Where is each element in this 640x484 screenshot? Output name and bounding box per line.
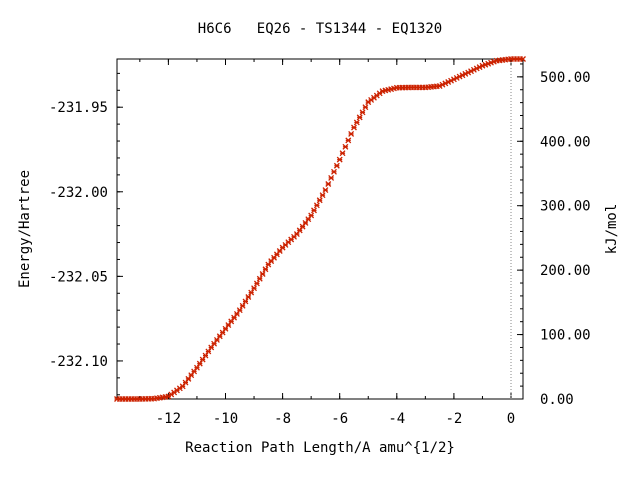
data-point	[345, 137, 352, 144]
data-point	[356, 114, 363, 121]
data-point	[202, 352, 209, 359]
x-tick-label: -8	[274, 411, 291, 427]
data-point	[336, 156, 343, 163]
data-point	[520, 56, 526, 62]
data-point	[328, 174, 335, 181]
data-point	[316, 197, 323, 204]
data-point	[319, 192, 326, 199]
data-point	[351, 124, 357, 131]
data-point	[362, 104, 369, 111]
data-point	[308, 212, 315, 219]
data-point	[342, 143, 349, 150]
data-point	[236, 307, 243, 314]
y2-tick-label: 400.00	[540, 134, 591, 150]
data-point	[311, 207, 317, 214]
data-point	[259, 271, 266, 277]
y-tick-label: -231.95	[49, 100, 108, 116]
y-axis-label: Energy/Hartree	[17, 170, 33, 288]
x-tick-label: -2	[445, 411, 462, 427]
marks-layer	[114, 56, 526, 402]
data-point	[339, 150, 346, 157]
data-point	[322, 187, 329, 194]
y2-tick-label: 100.00	[540, 328, 591, 344]
data-point	[325, 181, 332, 187]
data-point	[253, 280, 260, 287]
data-point	[348, 130, 355, 137]
data-point	[333, 162, 340, 169]
data-point	[196, 360, 203, 367]
data-point	[248, 289, 255, 296]
data-point	[251, 285, 258, 292]
axes-layer: -12 -10 -8 -6 -4 -2 0 -231.95 -232.00 -232.05 -232…	[49, 59, 591, 427]
x-tick-label: -12	[156, 411, 181, 427]
data-point	[199, 356, 206, 363]
y2-tick-label: 0.00	[540, 392, 574, 408]
data-point	[239, 302, 246, 309]
chart-title: H6C6 EQ26 - TS1344 - EQ1320	[198, 21, 442, 37]
x-axis-label: Reaction Path Length/A amu^{1/2}	[185, 440, 455, 456]
data-point	[331, 168, 337, 175]
plot-frame	[116, 58, 524, 400]
data-point	[262, 266, 269, 273]
y-tick-label: -232.00	[49, 185, 108, 201]
y2-tick-label: 300.00	[540, 199, 591, 215]
y2-tick-label: 200.00	[540, 263, 591, 279]
data-point	[359, 109, 366, 116]
y-tick-label: -232.05	[49, 269, 108, 285]
data-point	[193, 364, 200, 371]
data-point	[205, 348, 212, 355]
data-point	[353, 119, 360, 126]
x-tick-label: -6	[331, 411, 348, 427]
y2-axis-label: kJ/mol	[604, 204, 620, 255]
x-tick-label: -4	[388, 411, 405, 427]
y-tick-label: -232.10	[49, 354, 108, 370]
y2-tick-label: 500.00	[540, 70, 591, 86]
x-tick-label: -10	[213, 411, 238, 427]
data-point-stroke	[520, 56, 526, 62]
x-tick-label: 0	[507, 411, 515, 427]
data-point	[256, 275, 263, 282]
data-point	[242, 298, 249, 305]
data-point	[245, 294, 252, 300]
data-point	[313, 202, 320, 209]
